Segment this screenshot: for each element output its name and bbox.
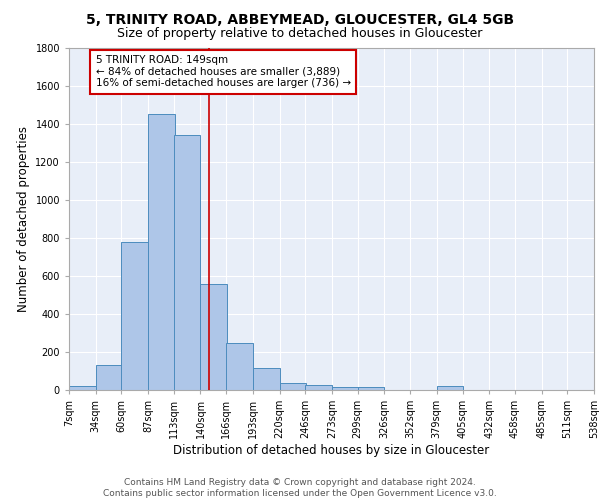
Bar (280, 384, 306, 390)
Bar (437, 386, 463, 390)
Bar (305, 385, 332, 390)
Text: 5 TRINITY ROAD: 149sqm
← 84% of detached houses are smaller (3,889)
16% of semi-: 5 TRINITY ROAD: 149sqm ← 84% of detached… (95, 55, 351, 88)
Text: Contains HM Land Registry data © Crown copyright and database right 2024.
Contai: Contains HM Land Registry data © Crown c… (103, 478, 497, 498)
Bar (226, 344, 253, 390)
Bar (69, 386, 95, 390)
X-axis label: Distribution of detached houses by size in Gloucester: Distribution of detached houses by size … (173, 444, 490, 457)
Bar (358, 387, 385, 390)
Bar (121, 242, 148, 390)
Text: Size of property relative to detached houses in Gloucester: Size of property relative to detached ho… (118, 28, 482, 40)
Bar (253, 368, 280, 390)
Bar (174, 135, 200, 390)
Bar (148, 114, 175, 390)
Bar (95, 366, 122, 390)
Bar (332, 387, 359, 390)
Y-axis label: Number of detached properties: Number of detached properties (17, 126, 30, 312)
Text: 5, TRINITY ROAD, ABBEYMEAD, GLOUCESTER, GL4 5GB: 5, TRINITY ROAD, ABBEYMEAD, GLOUCESTER, … (86, 12, 514, 26)
Bar (200, 284, 227, 390)
